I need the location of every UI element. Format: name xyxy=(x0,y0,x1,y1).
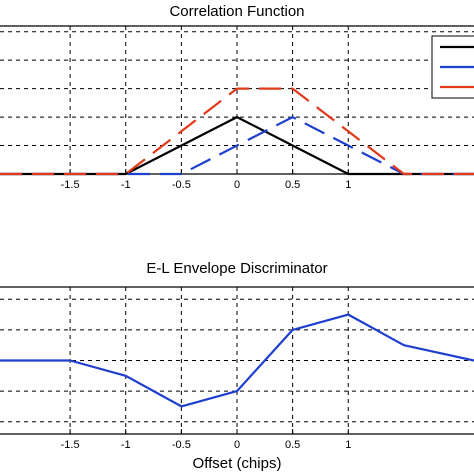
x-tick-label: -0.5 xyxy=(172,439,191,451)
x-tick-label: 0.5 xyxy=(285,179,300,191)
chart-title: Correlation Function xyxy=(169,3,304,20)
chart-title: E-L Envelope Discriminator xyxy=(146,260,327,277)
x-tick-label: 1 xyxy=(345,179,351,191)
x-tick-label: 1 xyxy=(345,439,351,451)
x-tick-label: 0.5 xyxy=(285,439,300,451)
series-line-1 xyxy=(0,313,474,408)
chart-2: E-L Envelope Discriminator -1.5 -1 -0.5 0 0.5… xyxy=(0,260,474,472)
x-tick-label: -0.5 xyxy=(172,179,191,191)
x-axis-label: Offset (chips) xyxy=(193,455,282,472)
legend xyxy=(431,35,474,99)
x-tick-label: -1 xyxy=(121,179,131,191)
x-tick-label: -1 xyxy=(121,439,131,451)
x-tick-label: -1.5 xyxy=(61,179,80,191)
x-tick-label: -1.5 xyxy=(61,439,80,451)
series-line-3 xyxy=(0,87,474,176)
x-tick-label: 0 xyxy=(234,439,240,451)
x-tick-label: 0 xyxy=(234,179,240,191)
chart-1: Correlation Function -1.5 -1 -0.5 0 0.5 1 xyxy=(0,3,474,191)
